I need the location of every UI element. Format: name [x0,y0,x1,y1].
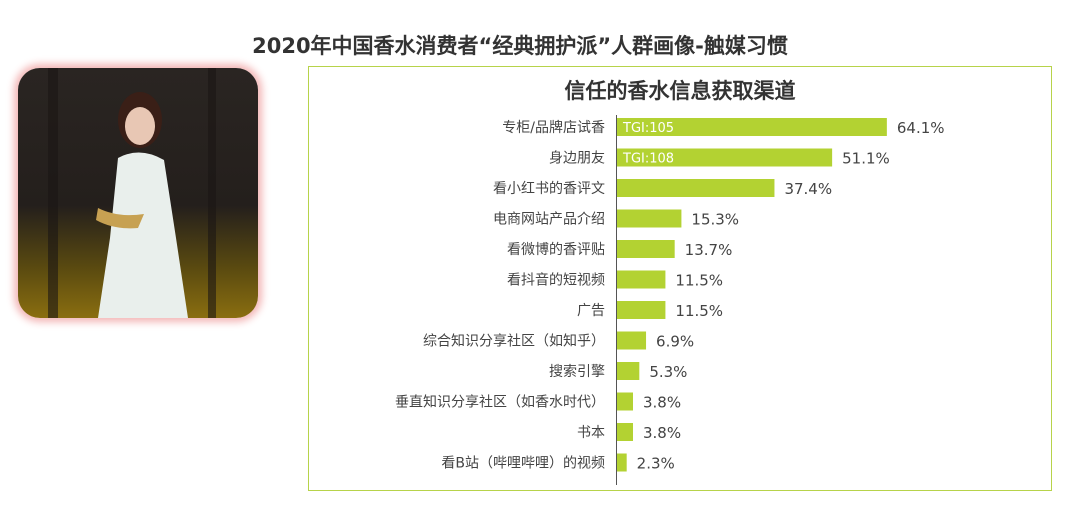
category-label: 专柜/品牌店试香 [502,119,605,136]
value-label: 3.8% [643,424,681,442]
portrait-photo [18,68,258,318]
value-label: 51.1% [842,150,890,168]
bar [617,362,640,380]
bar [617,240,675,258]
category-label: 综合知识分享社区（如知乎） [423,333,605,350]
value-label: 15.3% [691,211,739,229]
value-label: 2.3% [637,455,675,473]
value-label: 37.4% [784,180,832,198]
tgi-label: TGI:108 [622,152,674,167]
category-label: 身边朋友 [549,151,605,167]
bar [617,209,682,228]
bar [617,179,775,197]
category-label: 电商网站产品介绍 [493,212,605,228]
bar [617,453,627,472]
bar-chart: 专柜/品牌店试香 64.1% TGI:105 身边朋友 51.1% TGI:108 看小红书… [395,115,945,485]
portrait-figure [48,68,216,318]
value-label: 3.8% [643,394,681,412]
bar [617,118,887,136]
value-label: 64.1% [897,119,945,137]
category-label: 书本 [577,425,605,441]
category-label: 广告 [577,303,605,319]
value-label: 11.5% [675,302,723,320]
bar [617,423,633,441]
bar [617,270,666,289]
main-title: 2020年中国香水消费者“经典拥护派”人群画像-触媒习惯 [252,34,788,58]
category-label: 看B站（哔哩哔哩）的视频 [441,456,605,472]
value-label: 13.7% [685,241,733,259]
category-label: 搜索引擎 [549,363,605,380]
bar [617,301,666,319]
tgi-label: TGI:105 [622,121,674,136]
chart-title: 信任的香水信息获取渠道 [564,79,796,103]
bar [617,331,647,350]
value-label: 11.5% [675,272,723,290]
value-label: 6.9% [656,333,694,351]
value-label: 5.3% [649,363,687,381]
category-label: 看抖音的短视频 [507,272,605,289]
category-label: 垂直知识分享社区（如香水时代） [395,394,605,411]
bar [617,392,633,411]
bar [617,148,833,167]
chart-panel: 信任的香水信息获取渠道 专柜/品牌店试香 64.1% TGI:105 身边朋友 51.1… [308,66,1052,491]
category-label: 看微博的香评贴 [507,241,605,258]
category-label: 看小红书的香评文 [493,181,605,197]
